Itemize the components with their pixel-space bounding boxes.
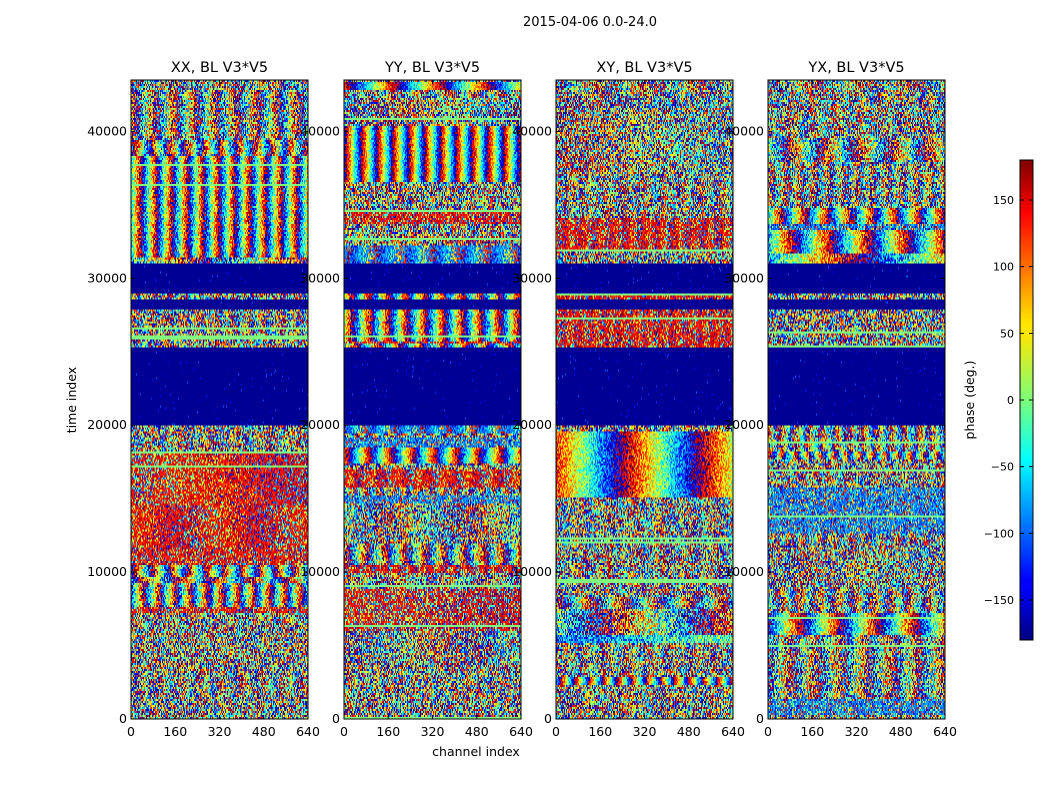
y-tick-label: 30000 xyxy=(724,270,764,285)
colorbar-tick-label: 50 xyxy=(1000,327,1014,340)
x-tick-label: 160 xyxy=(588,724,612,739)
y-tick-label: 40000 xyxy=(724,123,764,138)
y-tick-label: 40000 xyxy=(300,123,340,138)
x-tick-label: 0 xyxy=(764,724,772,739)
colorbar: −150 −100 −50 0 50 100 150 phase (deg.) xyxy=(962,159,1034,641)
colorbar-tick-label: −150 xyxy=(984,594,1014,607)
y-tick-label: 10000 xyxy=(512,564,552,579)
colorbar-tick-label: −50 xyxy=(991,461,1014,474)
y-tick-label: 40000 xyxy=(87,123,127,138)
panels-group: XX, BL V3*V5 0 160 320 480 640 0 10000 20000 3000… xyxy=(87,60,957,739)
y-tick-label: 30000 xyxy=(512,270,552,285)
panel-title: XY, BL V3*V5 xyxy=(596,60,692,76)
panel-title: YX, BL V3*V5 xyxy=(807,60,904,76)
heatmap-image-yx xyxy=(768,80,945,719)
y-tick-label: 0 xyxy=(119,711,127,726)
x-tick-label: 0 xyxy=(127,724,135,739)
x-tick-label: 480 xyxy=(252,724,276,739)
panel-title: YY, BL V3*V5 xyxy=(384,60,480,76)
y-tick-label: 0 xyxy=(544,711,552,726)
colorbar-ticks: −150 −100 −50 0 50 100 150 xyxy=(984,194,1033,607)
y-tick-label: 30000 xyxy=(87,270,127,285)
x-tick-label: 0 xyxy=(340,724,348,739)
y-tick-label: 20000 xyxy=(300,417,340,432)
x-tick-label: 640 xyxy=(933,724,957,739)
y-tick-label: 20000 xyxy=(87,417,127,432)
panel-yx: YX, BL V3*V5 0 160 320 480 640 0 10000 20000 3000… xyxy=(724,60,957,739)
x-tick-label: 480 xyxy=(677,724,701,739)
x-tick-label: 640 xyxy=(296,724,320,739)
x-tick-label: 160 xyxy=(376,724,400,739)
y-tick-label: 30000 xyxy=(300,270,340,285)
figure-title: 2015-04-06 0.0-24.0 xyxy=(523,15,657,30)
colorbar-tick-label: 150 xyxy=(993,194,1014,207)
panel-title: XX, BL V3*V5 xyxy=(171,60,268,76)
x-tick-label: 320 xyxy=(208,724,232,739)
x-tick-label: 640 xyxy=(721,724,745,739)
x-tick-label: 160 xyxy=(800,724,824,739)
y-tick-label: 40000 xyxy=(512,123,552,138)
y-tick-label: 0 xyxy=(332,711,340,726)
y-tick-label: 20000 xyxy=(724,417,764,432)
x-tick-label: 0 xyxy=(552,724,560,739)
colorbar-tick-label: −100 xyxy=(984,527,1014,540)
colorbar-tick-label: 0 xyxy=(1007,394,1014,407)
x-tick-label: 320 xyxy=(633,724,657,739)
panel-yy: YY, BL V3*V5 0 160 320 480 640 0 10000 20000 3000… xyxy=(300,60,533,739)
colorbar-tick-label: 100 xyxy=(993,261,1014,274)
y-tick-label: 10000 xyxy=(87,564,127,579)
x-axis-label: channel index xyxy=(432,744,520,759)
x-tick-label: 320 xyxy=(421,724,445,739)
x-tick-label: 160 xyxy=(163,724,187,739)
x-tick-label: 640 xyxy=(509,724,533,739)
panel-xy: XY, BL V3*V5 0 160 320 480 640 0 10000 20000 3000… xyxy=(512,60,745,739)
x-tick-label: 480 xyxy=(889,724,913,739)
colorbar-label: phase (deg.) xyxy=(962,361,977,440)
y-tick-label: 0 xyxy=(756,711,764,726)
x-tick-label: 480 xyxy=(465,724,489,739)
heatmap-image-xx xyxy=(131,80,308,719)
heatmap-image-xy xyxy=(556,80,733,719)
heatmap-image-yy xyxy=(344,80,521,719)
y-tick-label: 20000 xyxy=(512,417,552,432)
panel-xx: XX, BL V3*V5 0 160 320 480 640 0 10000 20000 3000… xyxy=(87,60,320,739)
x-tick-label: 320 xyxy=(845,724,869,739)
y-axis-label: time index xyxy=(64,367,79,433)
y-tick-label: 10000 xyxy=(300,564,340,579)
y-tick-label: 10000 xyxy=(724,564,764,579)
